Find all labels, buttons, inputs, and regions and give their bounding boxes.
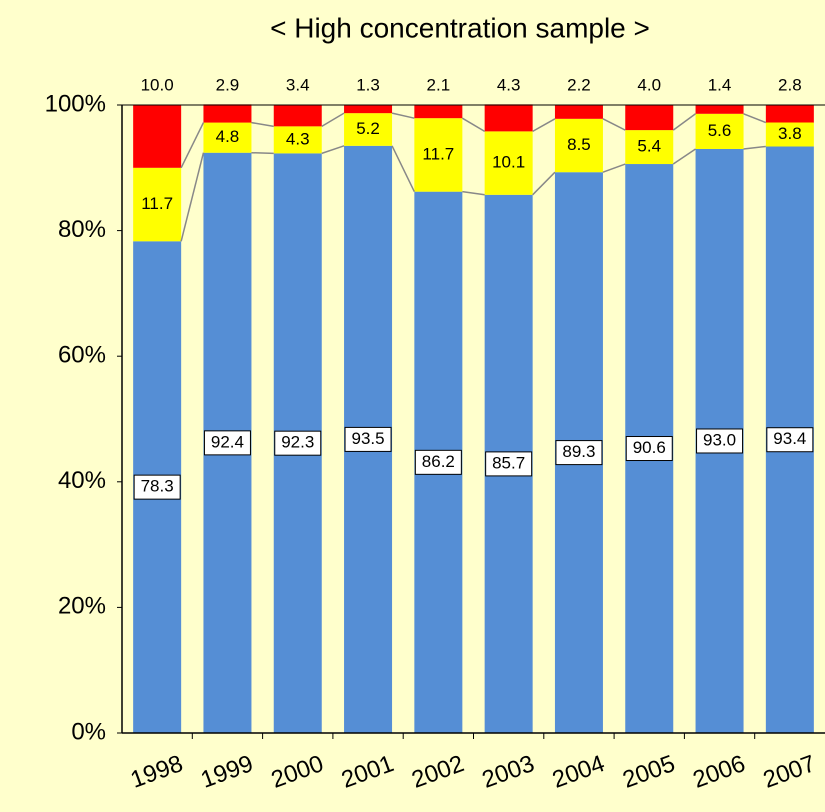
series-line xyxy=(672,148,696,165)
bar-segment xyxy=(273,105,322,127)
data-label: 4.3 xyxy=(286,129,310,148)
y-tick-label: 0% xyxy=(71,718,106,745)
series-line xyxy=(251,151,274,155)
label-box xyxy=(625,436,673,462)
label-box xyxy=(555,133,602,158)
data-label: 85.7 xyxy=(492,453,525,472)
data-label: 89.3 xyxy=(562,442,595,461)
data-label: 4.8 xyxy=(216,127,240,146)
data-label: 90.6 xyxy=(633,438,666,457)
bar-segment xyxy=(344,105,393,114)
bar-segment xyxy=(133,105,182,168)
bar-segment xyxy=(625,105,674,131)
data-label: 2.8 xyxy=(778,75,802,94)
series-line xyxy=(532,171,556,196)
label-box xyxy=(766,122,813,147)
data-label: 4.3 xyxy=(497,75,521,94)
data-label: 2.2 xyxy=(567,75,591,94)
data-label: 93.0 xyxy=(703,430,736,449)
series-line xyxy=(602,163,626,173)
series-line xyxy=(391,112,415,119)
label-box xyxy=(274,430,322,456)
label-box xyxy=(203,430,251,456)
data-label: 5.2 xyxy=(356,119,380,138)
data-label: 1.3 xyxy=(356,75,380,94)
y-tick-label: 100% xyxy=(45,90,106,117)
data-label: 10.1 xyxy=(492,153,525,172)
data-label: 5.6 xyxy=(708,121,732,140)
label-box xyxy=(555,440,603,466)
bar-segment xyxy=(554,105,603,119)
series-line xyxy=(321,112,345,127)
label-box xyxy=(696,428,744,454)
series-line xyxy=(180,122,205,169)
data-label: 11.7 xyxy=(141,194,173,213)
label-box xyxy=(345,117,392,142)
data-label: 86.2 xyxy=(422,452,455,471)
label-box xyxy=(133,474,181,500)
data-label: 78.3 xyxy=(141,477,174,496)
data-label: 2.1 xyxy=(427,75,451,94)
data-label: 1.4 xyxy=(708,75,732,94)
label-box xyxy=(696,119,743,144)
series-line xyxy=(602,118,626,131)
series-line xyxy=(743,145,766,150)
series-line xyxy=(532,118,556,133)
bar-segment xyxy=(484,104,533,132)
data-label: 10.0 xyxy=(141,75,174,94)
label-box xyxy=(414,449,462,475)
data-label: 3.4 xyxy=(286,75,310,94)
label-box xyxy=(344,426,392,452)
y-tick-label: 80% xyxy=(58,216,106,243)
label-box xyxy=(485,451,533,477)
series-line xyxy=(461,117,486,133)
series-line xyxy=(391,145,416,192)
bar-segment xyxy=(414,105,463,119)
label-box xyxy=(766,427,814,453)
y-tick-label: 40% xyxy=(58,467,106,494)
bar-segment xyxy=(203,104,252,123)
series-line xyxy=(180,152,205,242)
data-label: 2.9 xyxy=(216,75,240,94)
data-label: 11.7 xyxy=(422,144,454,163)
data-label: 4.0 xyxy=(637,75,661,94)
series-line xyxy=(251,121,274,128)
series-line xyxy=(672,113,696,131)
y-tick-label: 20% xyxy=(58,593,106,620)
y-tick-label: 60% xyxy=(58,342,106,369)
series-line xyxy=(462,190,485,196)
data-label: 92.4 xyxy=(211,432,244,451)
label-box xyxy=(485,151,532,176)
label-box xyxy=(204,125,251,150)
series-line xyxy=(743,113,767,124)
data-label: 92.3 xyxy=(281,433,314,452)
chart-title: < High concentration sample > xyxy=(270,12,650,43)
data-label: 93.4 xyxy=(773,429,806,448)
series-line xyxy=(321,145,345,155)
data-label: 93.5 xyxy=(352,429,385,448)
label-box xyxy=(134,192,181,217)
label-box xyxy=(626,135,673,160)
data-label: 8.5 xyxy=(567,135,591,154)
data-label: 5.4 xyxy=(637,137,661,156)
bar-segment xyxy=(695,105,744,114)
bar-segment xyxy=(765,105,814,123)
data-label: 3.8 xyxy=(778,124,802,143)
label-box xyxy=(415,142,462,167)
label-box xyxy=(274,127,321,152)
